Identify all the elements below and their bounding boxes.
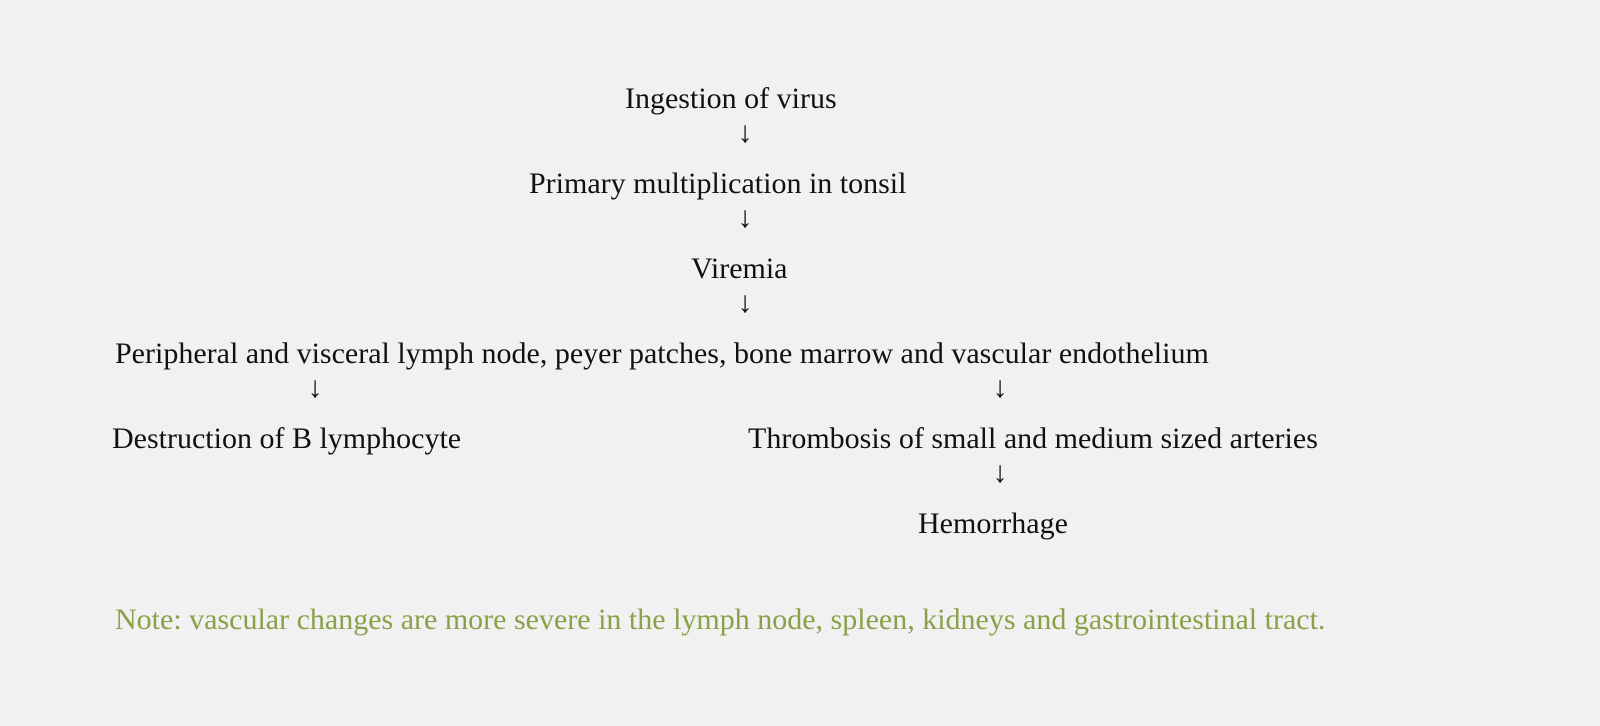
flow-node-n1: Ingestion of virus: [625, 82, 837, 115]
flowchart-canvas: Ingestion of virus Primary multiplication…: [0, 0, 1600, 726]
flow-arrow-a5: ↓: [993, 373, 1008, 403]
flow-node-n4: Peripheral and visceral lymph node, peye…: [115, 337, 1209, 370]
flow-node-n6: Thrombosis of small and medium sized art…: [748, 422, 1318, 455]
flow-node-n3: Viremia: [691, 252, 788, 285]
flow-arrow-a3: ↓: [738, 288, 753, 318]
flow-node-n2: Primary multiplication in tonsil: [529, 167, 906, 200]
flow-node-n5: Destruction of B lymphocyte: [112, 422, 461, 455]
flow-arrow-a4: ↓: [308, 373, 323, 403]
flow-arrow-a1: ↓: [738, 118, 753, 148]
flow-node-n7: Hemorrhage: [918, 507, 1068, 540]
flow-arrow-a2: ↓: [738, 203, 753, 233]
flow-note: Note: vascular changes are more severe i…: [115, 600, 1485, 641]
flow-arrow-a6: ↓: [993, 458, 1008, 488]
